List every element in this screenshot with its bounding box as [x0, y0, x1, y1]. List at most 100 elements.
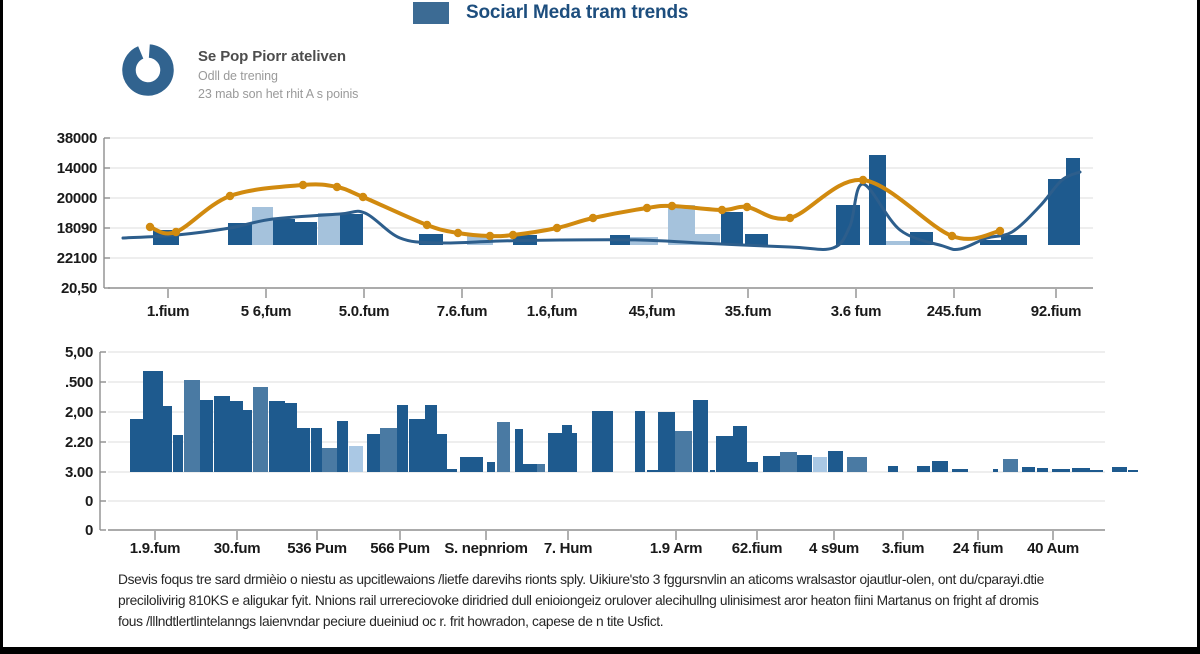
- x-tick-label: 1.fium: [147, 303, 189, 320]
- bar: [130, 419, 143, 472]
- x-tick-label: 1.9.fum: [130, 540, 180, 557]
- bar: [675, 431, 692, 472]
- y-tick-label: 0: [85, 493, 93, 510]
- top-chart: 38000 14000 20000 18090 22100 20,50 1.fium 5 6,…: [57, 130, 1093, 320]
- bar: [1001, 235, 1027, 245]
- x-tick-label: 7.6.fum: [437, 303, 487, 320]
- bar: [1066, 158, 1080, 245]
- bar: [173, 435, 183, 472]
- x-tick-label: 62.fium: [732, 540, 782, 557]
- orange-line-marker: [298, 180, 308, 190]
- bar: [668, 205, 695, 245]
- y-tick-label: 20,50: [61, 280, 97, 297]
- y-tick-label: 3.00: [65, 464, 93, 481]
- bar: [200, 400, 213, 472]
- bar: [537, 464, 545, 472]
- x-tick-label: 5 6,fum: [241, 303, 291, 320]
- x-tick-label: 1.6,fum: [527, 303, 577, 320]
- bar: [252, 207, 273, 245]
- bar: [745, 234, 768, 245]
- y-tick-label: 2,00: [65, 404, 93, 421]
- bar: [143, 371, 163, 472]
- orange-line-marker: [858, 175, 868, 185]
- bar: [710, 470, 715, 472]
- orange-line-marker: [667, 201, 677, 211]
- orange-line-marker: [171, 227, 181, 237]
- x-tick-label: 4 s9um: [809, 540, 859, 557]
- x-tick-label: 536 Pum: [287, 540, 347, 557]
- bar: [269, 401, 285, 472]
- bar: [980, 240, 1001, 245]
- bar: [886, 241, 910, 245]
- legend-swatch: [413, 2, 449, 24]
- bar: [253, 387, 268, 472]
- donut-summary-block: Se Pop Piorr ateliven Odll de trening 23…: [120, 42, 358, 101]
- donut-subtitle-1: Odll de trening: [198, 69, 278, 83]
- bar: [311, 428, 322, 472]
- bar: [917, 466, 930, 472]
- bar: [243, 410, 252, 472]
- footer-line-2: precilolivirig 810KS e aligukar fyit. Nn…: [118, 593, 1039, 608]
- bar: [695, 234, 720, 245]
- screen-edge-right: [1197, 0, 1200, 654]
- bar: [1022, 467, 1035, 472]
- bar: [349, 446, 363, 472]
- screen-edge-left: [0, 0, 3, 654]
- bar: [297, 428, 310, 472]
- orange-line-marker: [332, 182, 342, 192]
- bar: [367, 434, 380, 472]
- bar: [952, 469, 968, 472]
- orange-line-marker: [225, 191, 235, 201]
- bar: [460, 457, 483, 472]
- bar: [932, 461, 948, 472]
- y-tick-label: 20000: [57, 190, 97, 207]
- orange-line-marker: [717, 205, 727, 215]
- bar: [836, 205, 860, 245]
- bar: [1128, 470, 1138, 472]
- donut-text: Se Pop Piorr ateliven Odll de trening 23…: [198, 42, 358, 101]
- x-tick-label: 24 fium: [953, 540, 1003, 557]
- bar: [523, 464, 537, 472]
- bar: [828, 451, 843, 472]
- chart-title: Sociarl Meda tram trends: [466, 2, 689, 23]
- x-tick-label: 3.fium: [882, 540, 924, 557]
- bar: [163, 406, 172, 472]
- bar: [214, 396, 230, 472]
- bar: [1072, 468, 1090, 472]
- bar: [273, 219, 295, 245]
- x-tick-label: 40 Aum: [1027, 540, 1079, 557]
- bar: [888, 466, 898, 472]
- donut-icon: [122, 44, 174, 96]
- bar: [295, 222, 317, 245]
- x-tick-label: 45,fum: [629, 303, 676, 320]
- orange-line-marker: [588, 213, 598, 223]
- bar: [340, 214, 363, 245]
- bar: [592, 411, 613, 472]
- bar: [437, 434, 447, 472]
- navy-line: [121, 170, 1082, 252]
- x-tick-label: 35.fum: [725, 303, 772, 320]
- bar: [847, 457, 867, 472]
- bar: [780, 452, 797, 472]
- bar: [721, 212, 743, 245]
- x-tick-label: 7. Hum: [544, 540, 592, 557]
- bar: [337, 421, 348, 472]
- bar: [1112, 467, 1127, 472]
- bar: [380, 428, 397, 472]
- bar: [447, 469, 457, 472]
- orange-line-marker: [422, 220, 432, 230]
- orange-line-marker: [995, 226, 1005, 236]
- x-tick-label: 1.9 Arm: [650, 540, 702, 557]
- bar: [1090, 470, 1103, 472]
- orange-line-marker: [358, 192, 368, 202]
- x-tick-label: 92.fium: [1031, 303, 1081, 320]
- bar: [763, 456, 780, 472]
- bar: [409, 419, 425, 472]
- bar: [733, 426, 747, 472]
- orange-line-marker: [453, 228, 463, 238]
- bar: [318, 213, 340, 245]
- footer-caption: Dsevis foqus tre sard drmièio o niestu a…: [118, 569, 1118, 632]
- bar: [184, 380, 200, 472]
